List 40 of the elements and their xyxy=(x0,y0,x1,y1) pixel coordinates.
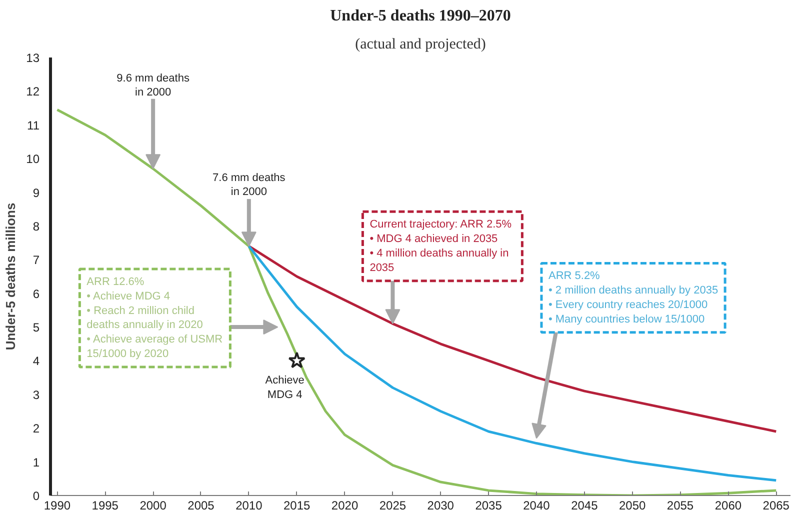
annotation: ARR 5.2% • 2 million deaths annually by 2035 • Every country reaches 20/1000 • Many countries below 15/1000 xyxy=(548,270,718,326)
chart-title: Under-5 deaths 1990–2070 xyxy=(330,8,511,24)
chart-subtitle: (actual and projected) xyxy=(355,36,486,52)
y-tick-label: 0 xyxy=(32,489,40,503)
annotation: ARR 12.6% • Achieve MDG 4 • Reach 2 million child deaths annually in 2020 • Achieve average of USMR 15/1000 by 2020 xyxy=(86,276,223,360)
y-axis-title: Under-5 deaths millions xyxy=(3,202,18,350)
x-tick-label: 2010 xyxy=(236,498,263,512)
x-tick-label: 2030 xyxy=(427,498,454,512)
annotation: 7.6 mm deaths in 2000 xyxy=(212,172,286,198)
y-tick-label: 2 xyxy=(32,422,40,436)
y-tick-label: 8 xyxy=(32,219,40,234)
x-tick-label: 2055 xyxy=(666,498,694,512)
line-series xyxy=(56,108,778,496)
x-tick-label: 2020 xyxy=(331,498,358,512)
x-tick-label: 2040 xyxy=(523,498,550,512)
x-tick-label: 2060 xyxy=(714,498,742,512)
y-tick-label: 1 xyxy=(32,455,40,470)
y-tick-label: 11 xyxy=(27,118,40,132)
x-tick-label: 2005 xyxy=(188,498,215,512)
x-tick-label: 2050 xyxy=(618,498,646,512)
annotation: Current trajectory: ARR 2.5% • MDG 4 achieved in 2035 • 4 million deaths annually in 2035 xyxy=(370,218,512,274)
x-tick-label: 1995 xyxy=(92,498,119,512)
y-tick-label: 7 xyxy=(32,253,40,268)
x-tick-label: 2035 xyxy=(475,498,502,512)
y-tick-label: 6 xyxy=(32,286,40,301)
x-tick-label: 2025 xyxy=(379,498,406,512)
y-tick-label: 10 xyxy=(26,152,40,166)
x-tick-label: 2045 xyxy=(571,498,598,512)
y-tick-label: 9 xyxy=(32,186,40,200)
x-tick-label: 2000 xyxy=(140,498,167,512)
y-tick-label: 3 xyxy=(32,388,40,402)
x-tick-label: 2065 xyxy=(762,498,790,512)
annotation: 9.6 mm deaths in 2000 xyxy=(116,72,190,99)
x-tick-label: 1990 xyxy=(44,498,71,512)
y-tick-label: 13 xyxy=(26,51,40,65)
y-tick-label: 5 xyxy=(32,320,40,335)
y-tick-label: 12 xyxy=(26,84,40,99)
x-tick-label: 2015 xyxy=(284,498,311,512)
annotation: Achieve MDG 4 xyxy=(265,374,304,402)
y-tick-label: 4 xyxy=(32,354,40,368)
